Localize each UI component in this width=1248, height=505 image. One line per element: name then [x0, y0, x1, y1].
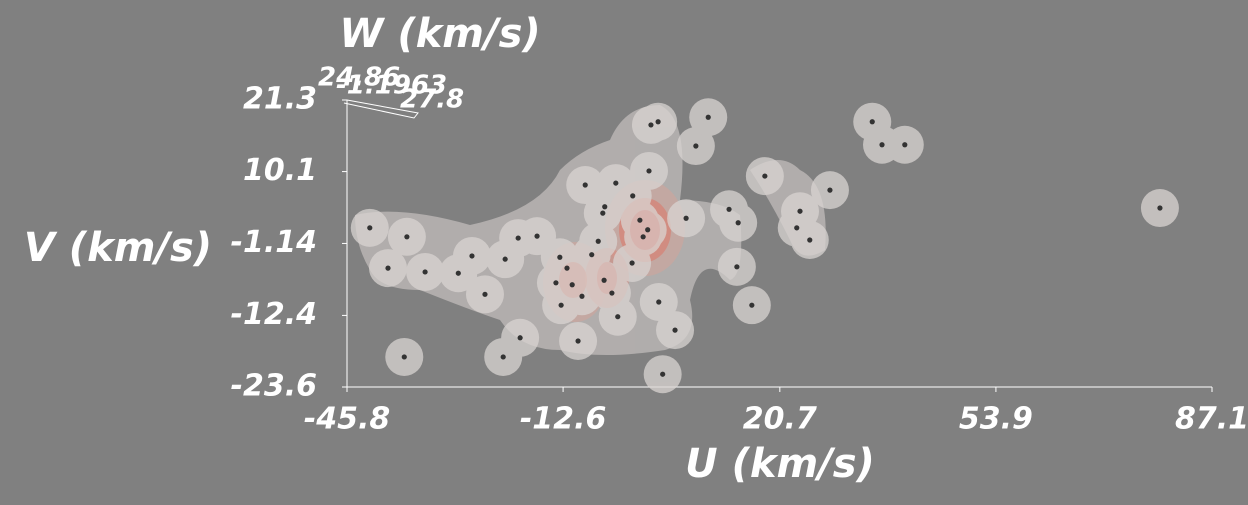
point [595, 238, 601, 244]
point [502, 256, 508, 262]
z-tick-label: 24.86 [318, 63, 400, 93]
point [609, 290, 615, 296]
point [589, 252, 595, 258]
x-axis-title: U (km/s) [685, 441, 875, 487]
point [385, 265, 391, 271]
point [602, 204, 608, 210]
point [500, 354, 506, 360]
point [726, 206, 732, 212]
point [469, 253, 475, 259]
point [693, 143, 699, 149]
point [367, 225, 373, 231]
point [557, 254, 563, 260]
x-tick-label: 87.1 [1175, 402, 1248, 437]
point [569, 282, 575, 288]
point [660, 371, 666, 377]
point [637, 217, 643, 223]
point [629, 260, 635, 266]
point [553, 280, 559, 286]
point [1157, 205, 1163, 211]
point [762, 173, 768, 179]
point [575, 338, 581, 344]
point [401, 354, 407, 360]
points [367, 114, 1163, 377]
point [648, 122, 654, 128]
point [807, 237, 813, 243]
z-tick-label: 27.8 [400, 85, 464, 115]
point [672, 327, 678, 333]
point [734, 264, 740, 270]
point [482, 291, 488, 297]
point [422, 269, 428, 275]
point [749, 302, 755, 308]
point [455, 270, 461, 276]
z-tick-label: -1.1963 [336, 71, 447, 101]
point [630, 193, 636, 199]
point [582, 182, 588, 188]
point [517, 335, 523, 341]
x-tick-label: 53.9 [959, 402, 1033, 437]
point [869, 119, 875, 125]
point [601, 277, 607, 283]
point [735, 220, 741, 226]
point [558, 302, 564, 308]
y-tick-label: 10.1 [243, 153, 317, 188]
point [797, 208, 803, 214]
point [515, 235, 521, 241]
point [534, 233, 540, 239]
point [579, 293, 585, 299]
point [645, 227, 651, 233]
point [827, 187, 833, 193]
x-tick-label: 20.7 [743, 402, 817, 437]
y-tick-label: -1.14 [231, 225, 317, 260]
y-tick-label: 21.3 [243, 82, 317, 117]
point [613, 180, 619, 186]
y-tick-label: -12.4 [231, 297, 317, 332]
point [683, 215, 689, 221]
point [564, 265, 570, 271]
point [902, 142, 908, 148]
point [879, 142, 885, 148]
z-axis-title: W (km/s) [339, 11, 540, 57]
z-axis [343, 99, 419, 119]
y-axis-title: V (km/s) [24, 225, 212, 271]
point [794, 225, 800, 231]
point [615, 314, 621, 320]
point [404, 234, 410, 240]
point [656, 299, 662, 305]
x-tick-label: -12.6 [520, 402, 606, 437]
x-tick-label: -45.8 [304, 402, 390, 437]
point [705, 114, 711, 120]
point [655, 119, 661, 125]
halos [350, 98, 1179, 394]
y-tick-label: -23.6 [231, 369, 317, 404]
point [600, 210, 606, 216]
point [646, 168, 652, 174]
point [640, 234, 646, 240]
